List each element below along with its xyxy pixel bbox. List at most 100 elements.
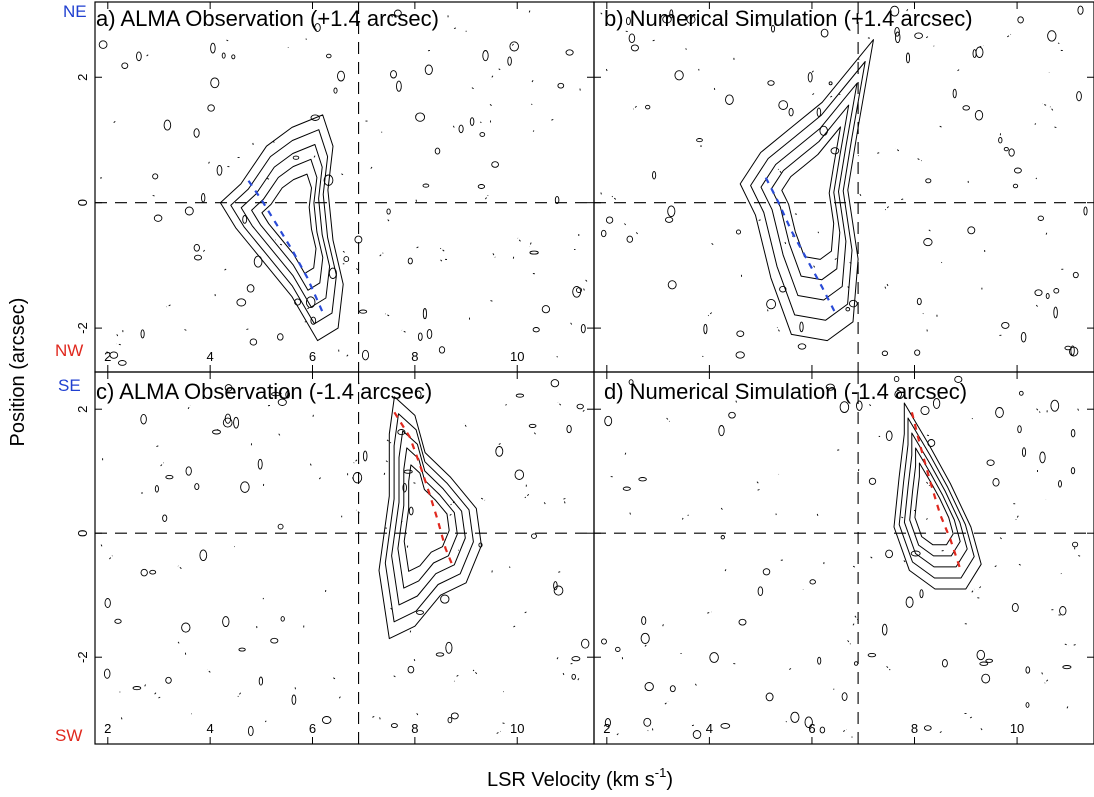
noise-contour [194,483,200,491]
noise-contour [1064,345,1072,351]
panel-c-emission-contour-3 [391,430,466,606]
panel-a: 2 4 6 8 10 -2 0 2 [75,1,595,373]
noise-contour [644,682,654,692]
noise-contour [839,401,850,413]
noise-contour [615,646,621,652]
noise-contour [1070,467,1076,475]
noise-contour [605,67,608,72]
noise-contour [505,404,507,406]
noise-contour [735,351,745,359]
noise-contour [926,329,928,334]
noise-contour [687,514,689,516]
noise-contour [825,383,835,391]
noise-contour [277,523,284,530]
noise-contour [998,137,1003,144]
panel-a-emission-contour-3 [240,144,331,308]
noise-contour [514,469,525,480]
noise-contour [756,489,760,492]
noise-contour [563,499,566,504]
noise-contour [162,514,168,522]
panel-a-emission-contour-5 [261,173,317,274]
noise-contour [804,716,813,728]
noise-contour [955,69,960,73]
noise-contour [793,213,797,215]
noise-contour [1039,451,1046,464]
noise-contour [853,661,859,666]
noise-contour [271,391,281,397]
noise-contour [266,404,271,407]
noise-contour [816,512,819,516]
noise-contour [396,80,402,92]
noise-contour [562,671,565,676]
noise-contour [644,644,648,647]
noise-contour [265,177,270,180]
noise-contour [389,606,393,610]
noise-contour [628,379,634,385]
noise-contour [184,652,187,657]
noise-contour [985,658,994,663]
noise-contour [980,727,983,731]
noise-contour [735,229,742,235]
noise-contour [986,459,995,466]
noise-contour [836,449,840,451]
noise-contour [1070,345,1075,356]
noise-contour [270,637,279,644]
noise-contour [480,497,486,501]
noise-contour [622,486,631,491]
panel-d-title: d) Numerical Simulation (-1.4 arcsec) [604,379,967,404]
noise-contour [601,638,607,645]
noise-contour [867,652,877,658]
noise-contour [458,124,464,134]
noise-contour [881,350,889,357]
noise-contour [338,696,341,699]
noise-contour [885,430,893,442]
noise-contour [165,474,174,480]
panel-d-noise-contours [601,375,1081,739]
noise-contour [967,226,976,235]
noise-contour [583,278,588,282]
x-tick-label: 4 [706,721,713,736]
noise-contour [645,104,651,110]
noise-contour [599,190,602,195]
noise-contour [542,500,546,505]
noise-contour [711,243,714,246]
noise-contour [724,13,728,15]
noise-contour [703,323,708,335]
noise-contour [816,107,822,118]
noise-contour [242,215,248,224]
noise-contour [384,313,390,317]
noise-contour [495,446,504,457]
noise-contour [926,518,928,520]
noise-contour [231,54,236,60]
noise-contour [807,72,813,83]
noise-contour [440,594,450,604]
noise-contour [691,724,696,727]
noise-contour [530,80,534,84]
noise-contour [469,117,475,126]
noise-contour [115,332,119,337]
noise-contour [501,722,505,724]
noise-contour [401,329,406,333]
noise-contour [884,206,889,211]
x-tick-label: 10 [510,349,524,364]
x-axis-label-main: LSR Velocity (km s [487,769,655,791]
noise-contour [1047,30,1057,42]
noise-contour [817,656,822,665]
noise-contour [848,299,858,308]
noise-contour [343,256,350,263]
noise-contour [981,673,991,684]
noise-contour [569,320,573,325]
noise-contour [100,544,103,548]
noise-contour [810,70,814,75]
panel-b-peak-track [764,177,836,313]
noise-contour [492,253,496,258]
panel-c-emission-contour-2 [384,413,474,623]
noise-contour [208,161,210,164]
noise-contour [797,343,807,350]
noise-contour [387,219,390,222]
noise-contour [575,287,583,293]
noise-contour [1070,429,1076,438]
noise-contour [974,110,984,121]
noise-contour [201,193,206,203]
noise-contour [407,665,415,674]
